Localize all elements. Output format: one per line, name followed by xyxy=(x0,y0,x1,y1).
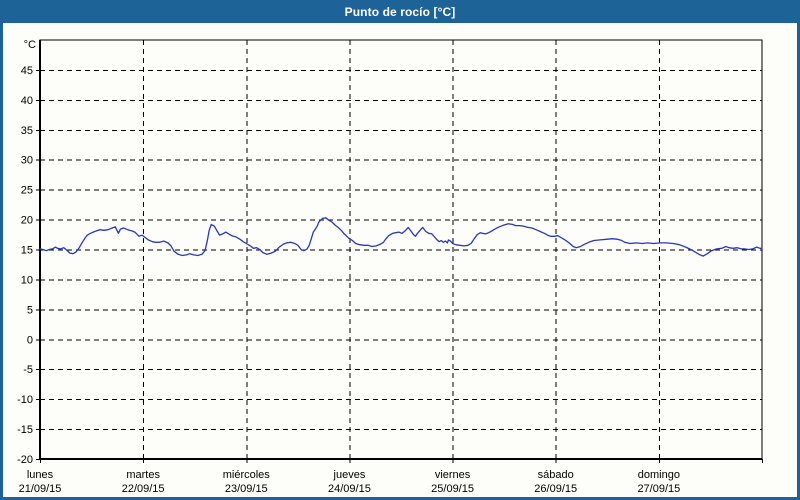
gridlines-vertical xyxy=(143,40,660,459)
y-tick-label: 35 xyxy=(21,125,33,137)
x-date-label: 23/09/15 xyxy=(225,483,268,495)
y-tick-label: -5 xyxy=(23,364,33,376)
y-tick-label: 30 xyxy=(21,155,33,167)
x-day-label: lunes xyxy=(27,469,54,481)
y-tick-label: 10 xyxy=(21,274,33,286)
x-date-label: 21/09/15 xyxy=(19,483,62,495)
x-date-label: 25/09/15 xyxy=(431,483,474,495)
x-date-label: 22/09/15 xyxy=(122,483,165,495)
y-tick-label: 40 xyxy=(21,95,33,107)
y-tick-label: 20 xyxy=(21,215,33,227)
x-date-label: 27/09/15 xyxy=(637,483,680,495)
gridlines-horizontal xyxy=(40,69,762,431)
y-tick-label: 25 xyxy=(21,185,33,197)
window-titlebar: Punto de rocío [°C] xyxy=(0,0,800,23)
y-tick-label: 45 xyxy=(21,65,33,77)
y-tick-label: 15 xyxy=(21,245,33,257)
dewpoint-series-line xyxy=(39,217,763,257)
chart-title: Punto de rocío [°C] xyxy=(344,4,456,19)
y-tick-label: 5 xyxy=(27,304,33,316)
x-day-label: domingo xyxy=(638,469,680,481)
x-day-label: viernes xyxy=(435,469,471,481)
x-date-label: 26/09/15 xyxy=(534,483,577,495)
x-day-label: jueves xyxy=(333,469,366,481)
y-axis-unit-label: °C xyxy=(24,39,36,51)
y-tick-label: -10 xyxy=(17,394,33,406)
y-tick-label: 0 xyxy=(27,334,33,346)
x-tick-labels: lunes 21/09/15 martes 22/09/15 miércoles 23/0… xyxy=(19,459,763,495)
y-tick-label: -20 xyxy=(17,454,33,466)
x-day-label: martes xyxy=(126,469,160,481)
x-date-label: 24/09/15 xyxy=(328,483,371,495)
x-day-label: sábado xyxy=(538,469,574,481)
x-day-label: miércoles xyxy=(223,469,271,481)
y-tick-label: -15 xyxy=(17,424,33,436)
y-tick-labels: 45 40 35 30 25 20 15 10 5 0 -5 -10 -15 -20 xyxy=(17,65,40,466)
